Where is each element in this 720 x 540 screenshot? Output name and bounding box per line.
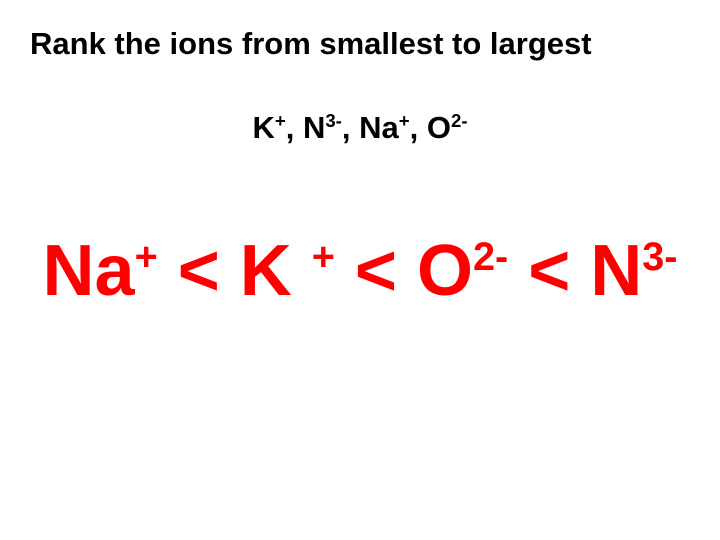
ans-na-symbol: Na [43,231,135,311]
ans-k-charge: + [312,235,335,279]
lt-1: < [158,231,240,311]
question-title: Rank the ions from smallest to largest [30,26,592,62]
ans-o-symbol: O [417,231,473,311]
ion-sep: , [286,110,303,145]
lt-2: < [335,231,417,311]
ion-k-charge: + [275,110,286,131]
ion-o-charge: 2- [451,110,468,131]
ion-n-symbol: N [303,110,325,145]
ion-na-charge: + [399,110,410,131]
ans-o-charge: 2- [473,235,508,279]
ans-o: O2- [417,231,508,311]
answer-row: Na+ < K + < O2- < N3- [0,230,720,312]
ion-na-symbol: Na [359,110,399,145]
ion-na: Na+ [359,110,410,145]
ans-na: Na+ [43,231,158,311]
lt-3: < [508,231,590,311]
ion-n: N3- [303,110,342,145]
ion-sep: , [410,110,427,145]
ans-k-symbol: K [240,231,312,311]
ion-k-symbol: K [252,110,274,145]
ans-k: K + [240,231,335,311]
ion-o: O2- [427,110,468,145]
ion-k: K+ [252,110,285,145]
ion-n-charge: 3- [325,110,342,131]
ans-n: N3- [590,231,677,311]
ion-sep: , [342,110,359,145]
ans-na-charge: + [135,235,158,279]
ion-list: K+, N3-, Na+, O2- [0,110,720,146]
ans-n-charge: 3- [642,235,677,279]
ans-n-symbol: N [590,231,642,311]
ion-o-symbol: O [427,110,451,145]
